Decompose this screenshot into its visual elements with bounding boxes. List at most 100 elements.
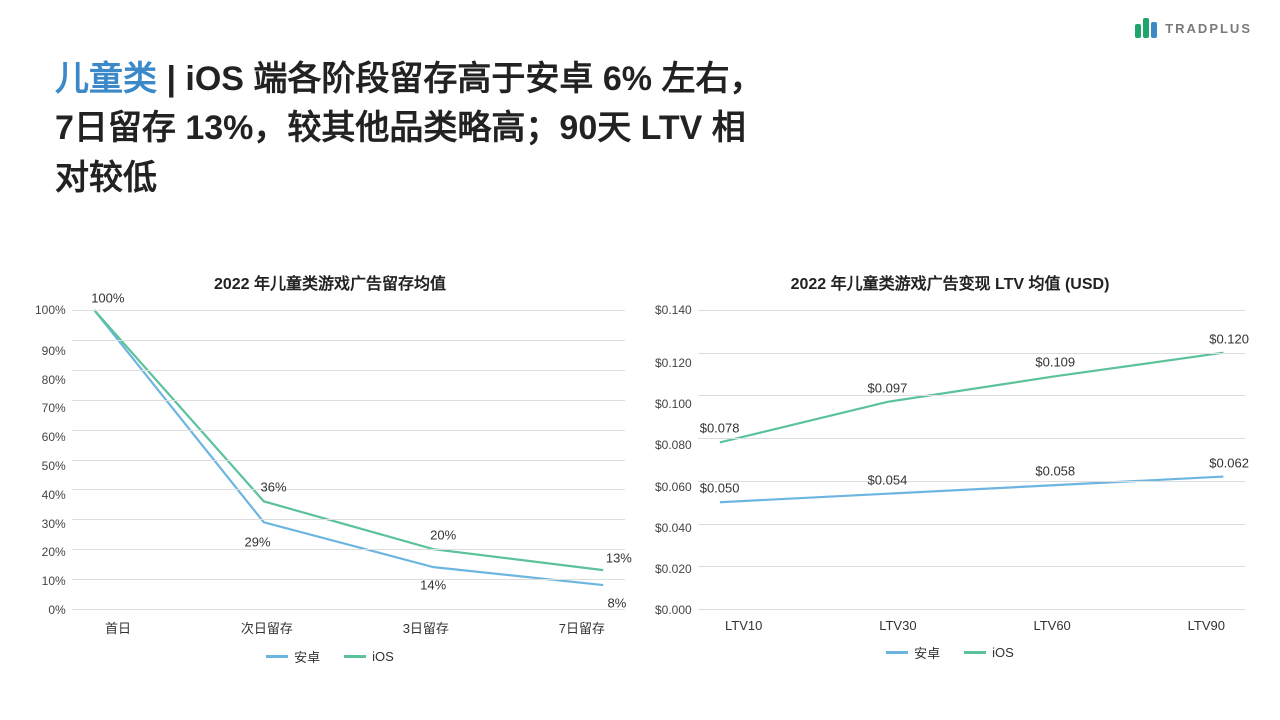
gridline [72,340,625,341]
plot-area-right: $0.050$0.054$0.058$0.062$0.078$0.097$0.1… [698,310,1245,610]
charts-row: 2022 年儿童类游戏广告留存均值 100%90%80%70%60%50%40%… [35,270,1245,666]
y-tick: 20% [42,546,66,558]
title-highlight: 儿童类 [55,60,157,98]
data-label: 100% [91,291,124,306]
gridline [698,353,1245,354]
gridline [72,430,625,431]
y-tick: 30% [42,518,66,530]
x-tick: 7日留存 [559,618,605,637]
y-tick: $0.120 [655,357,692,369]
y-tick: $0.020 [655,563,692,575]
brand-name: TRADPLUS [1165,21,1252,36]
data-label: $0.109 [1035,355,1075,370]
y-tick: 60% [42,431,66,443]
y-tick: $0.100 [655,398,692,410]
gridline [72,370,625,371]
y-tick: 70% [42,402,66,414]
y-tick: 90% [42,345,66,357]
x-tick: LTV90 [1188,618,1225,633]
legend-swatch-android-icon-r [886,651,908,654]
gridline [698,524,1245,525]
y-tick: 0% [48,604,65,616]
x-ticks-right: LTV10 LTV30 LTV60 LTV90 [705,618,1245,633]
gridline [698,609,1245,610]
y-tick: $0.080 [655,439,692,451]
x-tick: 次日留存 [241,618,293,637]
gridline [72,310,625,311]
x-tick: LTV60 [1033,618,1070,633]
data-label: 20% [430,528,456,543]
legend-left: 安卓 iOS [35,647,625,666]
x-tick: LTV10 [725,618,762,633]
x-tick: LTV30 [879,618,916,633]
data-label: $0.050 [700,481,740,496]
y-tick: 10% [42,575,66,587]
plot-wrap-right: $0.140$0.120$0.100$0.080$0.060$0.040$0.0… [655,310,1245,610]
x-axis-right: LTV10 LTV30 LTV60 LTV90 [655,618,1245,633]
lines-svg-right [698,310,1245,609]
series-line [94,310,603,570]
plot-area-left: 29%14%8%100%36%20%13% [72,310,625,610]
chart-title-right: 2022 年儿童类游戏广告变现 LTV 均值 (USD) [655,270,1245,294]
data-label: $0.097 [868,380,908,395]
y-tick: 100% [35,304,66,316]
gridline [72,579,625,580]
y-tick: $0.060 [655,481,692,493]
data-label: $0.120 [1209,331,1249,346]
legend-item-android-r: 安卓 [886,643,940,662]
legend-label-ios: iOS [372,649,394,664]
plot-wrap-left: 100%90%80%70%60%50%40%30%20%10%0% 29%14%… [35,310,625,610]
legend-swatch-ios-icon [344,655,366,658]
gridline [698,395,1245,396]
y-tick: 80% [42,374,66,386]
data-label: 8% [607,596,626,611]
x-axis-left: 首日次日留存3日留存7日留存 [35,618,625,637]
gridline [72,460,625,461]
title-rest-line1: iOS 端各阶段留存高于安卓 6% 左右， [185,60,763,98]
data-label: $0.058 [1035,464,1075,479]
legend-item-android: 安卓 [266,647,320,666]
title-rest-line3: 对较低 [55,154,1055,203]
gridline [698,566,1245,567]
legend-label-ios-r: iOS [992,645,1014,660]
legend-right: 安卓 iOS [655,643,1245,662]
gridline [72,400,625,401]
data-label: $0.078 [700,421,740,436]
series-line [720,353,1224,443]
y-tick: $0.040 [655,522,692,534]
legend-item-ios-r: iOS [964,643,1014,662]
ltv-chart: 2022 年儿童类游戏广告变现 LTV 均值 (USD) $0.140 $0.12… [655,270,1245,666]
y-tick: $0.140 [655,304,692,316]
y-tick: 50% [42,460,66,472]
retention-chart: 2022 年儿童类游戏广告留存均值 100%90%80%70%60%50%40%… [35,270,625,666]
gridline [698,310,1245,311]
gridline [72,519,625,520]
brand-logo: TRADPLUS [1135,18,1252,38]
data-label: $0.062 [1209,455,1249,470]
gridline [72,549,625,550]
legend-item-ios: iOS [344,647,394,666]
legend-swatch-android-icon [266,655,288,658]
data-label: 29% [244,535,270,550]
data-label: 36% [260,480,286,495]
x-tick: 3日留存 [403,618,449,637]
slide: TRADPLUS 儿童类 | iOS 端各阶段留存高于安卓 6% 左右， 7日留… [0,0,1280,720]
y-tick: 40% [42,489,66,501]
legend-label-android-r: 安卓 [914,643,940,662]
title-rest-line2: 7日留存 13%，较其他品类略高；90天 LTV 相 [55,104,1055,153]
y-axis-left: 100%90%80%70%60%50%40%30%20%10%0% [35,310,72,610]
gridline [698,481,1245,482]
page-title: 儿童类 | iOS 端各阶段留存高于安卓 6% 左右， 7日留存 13%，较其他… [55,55,1055,203]
data-label: $0.054 [868,472,908,487]
y-tick: $0.000 [655,604,692,616]
gridline [72,489,625,490]
data-label: 13% [606,551,632,566]
gridline [698,438,1245,439]
gridline [72,609,625,610]
legend-label-android: 安卓 [294,647,320,666]
x-ticks-left: 首日次日留存3日留存7日留存 [85,618,625,637]
data-label: 14% [420,578,446,593]
legend-swatch-ios-icon-r [964,651,986,654]
series-line [94,310,603,585]
y-axis-right: $0.140$0.120$0.100$0.080$0.060$0.040$0.0… [655,310,698,610]
